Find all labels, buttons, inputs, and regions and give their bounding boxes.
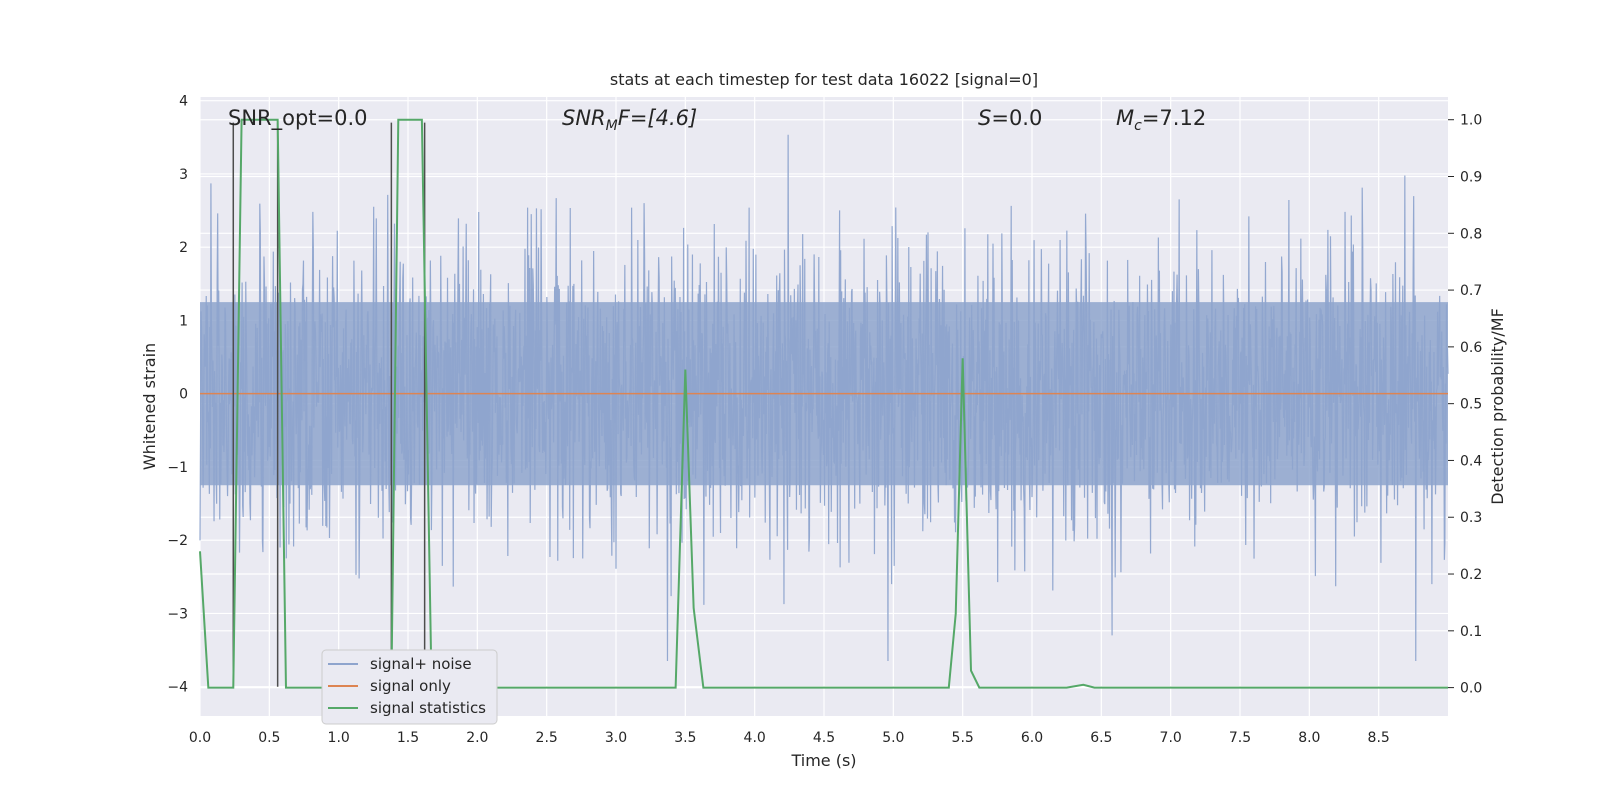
annotation-mc-base: M <box>1116 106 1134 130</box>
legend-item-noise: signal+ noise <box>370 655 472 673</box>
x-tick-label: 6.5 <box>1090 730 1112 746</box>
x-tick-label: 7.5 <box>1229 730 1251 746</box>
y-tick-label-right: 0.2 <box>1460 567 1482 583</box>
y-tick-label-right: 0.1 <box>1460 624 1482 640</box>
y-tick-label-right: 0.7 <box>1460 283 1482 299</box>
annotation-mc-sub: c <box>1134 118 1142 134</box>
y-tick-label-left: −2 <box>167 533 188 549</box>
y-tick-label-right: 0.6 <box>1460 340 1482 356</box>
annotation-snr-mf-base: SNR <box>562 106 606 130</box>
tick-labels: 0.0 0.5 1.0 1.5 2.0 2.5 3.0 3.5 4.0 4.5 5.0 5.5 6.0 6… <box>167 94 1482 746</box>
y-tick-label-right: 0.3 <box>1460 510 1482 526</box>
x-tick-label: 5.5 <box>952 730 974 746</box>
y-tick-label-left: 4 <box>179 94 188 110</box>
x-tick-label: 1.5 <box>397 730 419 746</box>
y-tick-label-right: 0.8 <box>1460 226 1482 242</box>
chart-title: stats at each timestep for test data 160… <box>610 70 1038 89</box>
x-tick-label: 8.5 <box>1368 730 1390 746</box>
annotation-s: S=0.0 <box>978 106 1042 130</box>
x-tick-label: 7.0 <box>1160 730 1182 746</box>
x-axis-label: Time (s) <box>790 751 856 770</box>
annotation-s-base: S <box>978 106 991 130</box>
noise-line <box>199 134 1449 662</box>
legend-item-signal-only: signal only <box>370 677 451 695</box>
y-tick-label-right: 0.9 <box>1460 170 1482 186</box>
y-tick-label-left: 1 <box>179 313 188 329</box>
legend: signal+ noise signal only signal statist… <box>321 649 498 725</box>
x-tick-label: 3.5 <box>674 730 696 746</box>
y-tick-label-left: 3 <box>179 167 188 183</box>
x-tick-label: 8.0 <box>1298 730 1320 746</box>
annotation-snr-mf-rest: F=[4.6] <box>618 106 697 130</box>
y-axis-label-right: Detection probability/MF <box>1488 308 1507 505</box>
y-tick-label-right: 0.0 <box>1460 681 1482 697</box>
legend-item-statistics: signal statistics <box>370 699 486 717</box>
statistics-series <box>199 118 1448 689</box>
x-tick-label: 4.5 <box>813 730 835 746</box>
annotation-s-rest: =0.0 <box>991 106 1042 130</box>
x-tick-label: 1.0 <box>328 730 350 746</box>
y-tick-label-right: 0.5 <box>1460 397 1482 413</box>
y-tick-label-right: 1.0 <box>1460 113 1482 129</box>
x-tick-label: 2.0 <box>466 730 488 746</box>
x-tick-label: 5.0 <box>882 730 904 746</box>
y-tick-label-left: −1 <box>167 460 188 476</box>
annotation-snr-mf: SNRMF=[4.6] <box>562 106 697 134</box>
y-tick-label-left: 0 <box>179 387 188 403</box>
y-tick-label-left: −3 <box>167 606 188 622</box>
x-tick-label: 3.0 <box>605 730 627 746</box>
marker-lines <box>232 122 426 687</box>
x-tick-label: 0.0 <box>189 730 211 746</box>
statistics-line <box>199 118 1448 689</box>
x-tick-label: 4.0 <box>744 730 766 746</box>
y-tick-label-left: −4 <box>167 680 188 696</box>
annotation-mc: Mc=7.12 <box>1116 106 1206 134</box>
annotation-snr-opt: SNR_opt=0.0 <box>228 106 368 131</box>
legend-box <box>321 649 498 725</box>
y-axis-label-left: Whitened strain <box>140 343 159 470</box>
annotation-mc-rest: =7.12 <box>1142 106 1206 130</box>
x-tick-label: 6.0 <box>1021 730 1043 746</box>
x-tick-label: 2.5 <box>536 730 558 746</box>
y-tick-label-right: 0.4 <box>1460 453 1482 469</box>
annotation-snr-mf-sub: M <box>606 118 618 134</box>
x-tick-label: 0.5 <box>258 730 280 746</box>
y-tick-label-left: 2 <box>179 240 188 256</box>
